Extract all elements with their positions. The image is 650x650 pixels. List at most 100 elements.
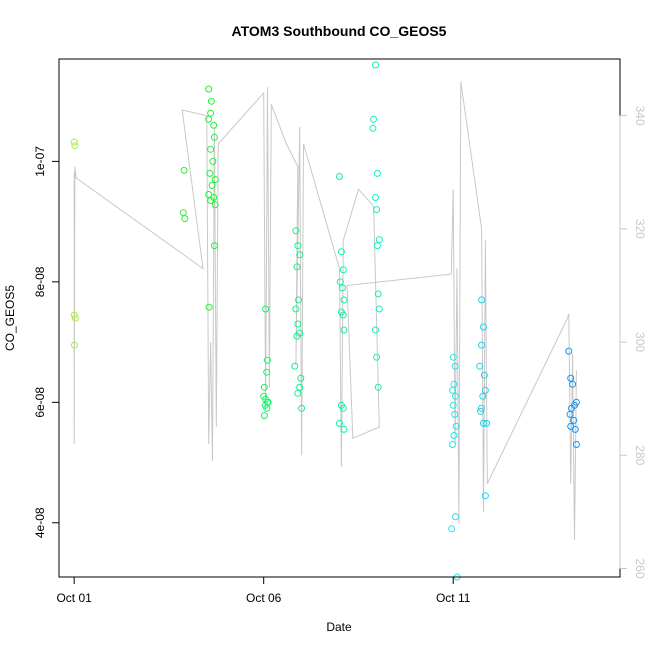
data-point: [210, 194, 218, 201]
data-point: [71, 341, 78, 349]
data-point: [260, 412, 268, 420]
data-point: [339, 284, 346, 292]
data-point: [207, 97, 215, 105]
data-point: [70, 311, 78, 319]
data-point: [210, 242, 218, 250]
data-point: [264, 356, 271, 364]
data-point: [292, 305, 300, 313]
data-point: [481, 386, 489, 394]
data-point: [210, 133, 218, 141]
data-point: [211, 176, 219, 183]
data-point: [293, 332, 301, 340]
data-point: [370, 115, 378, 123]
data-point: [336, 278, 344, 286]
x-tick-label: Oct 06: [246, 591, 282, 605]
data-point: [452, 422, 460, 430]
data-point: [372, 194, 379, 201]
y2-tick-label: 260: [633, 558, 647, 578]
data-point: [449, 401, 457, 409]
data-point: [572, 441, 580, 448]
data-point: [369, 124, 377, 132]
data-point: [571, 425, 579, 433]
y2-tick-label: 280: [633, 445, 647, 465]
data-point: [449, 441, 456, 448]
data-point: [449, 386, 456, 394]
data-point: [262, 305, 270, 313]
data-point: [372, 61, 379, 69]
y2-tick-label: 300: [633, 332, 647, 352]
data-point: [206, 169, 214, 177]
data-point: [207, 109, 215, 117]
data-point: [340, 425, 348, 433]
data-point: [480, 419, 487, 427]
data-point: [294, 242, 302, 250]
y-axis-label: CO_GEOS5: [3, 285, 17, 351]
data-point: [292, 227, 300, 235]
data-point: [180, 166, 188, 174]
data-point: [480, 323, 487, 331]
data-point: [477, 407, 484, 415]
x-axis: Oct 01 Oct 06 Oct 11: [56, 576, 471, 605]
y2-axis: 260 280 300 320 340: [619, 106, 647, 579]
data-point: [483, 419, 491, 427]
data-point: [298, 404, 306, 412]
data-point: [209, 157, 217, 165]
data-point: [375, 305, 383, 313]
data-point: [373, 206, 381, 214]
data-point: [291, 362, 299, 370]
data-point: [565, 347, 573, 355]
y2-series-lines: [73, 81, 577, 541]
data-point: [569, 380, 577, 388]
y-axis: 4e-08 6e-08 8e-08 1e-07: [33, 146, 60, 538]
data-point: [207, 145, 215, 153]
x-axis-label: Date: [326, 620, 352, 634]
data-point: [339, 311, 347, 319]
data-point: [71, 142, 79, 150]
chart-title: ATOM3 Southbound CO_GEOS5: [232, 23, 447, 39]
data-point: [205, 191, 213, 198]
data-point: [296, 383, 304, 391]
data-point: [296, 251, 304, 259]
data-point: [448, 525, 456, 533]
data-point: [480, 371, 488, 379]
data-point: [260, 383, 268, 391]
data-point: [566, 410, 574, 418]
data-point: [567, 374, 575, 382]
data-point: [205, 303, 213, 311]
data-point: [264, 398, 272, 406]
data-point: [340, 326, 348, 334]
y-tick-label: 4e-08: [33, 507, 47, 538]
data-point: [375, 236, 383, 244]
data-point: [205, 85, 213, 93]
data-point: [372, 326, 379, 334]
data-point: [208, 182, 216, 189]
x-tick-label: Oct 01: [56, 591, 92, 605]
data-point: [336, 419, 343, 427]
data-point: [373, 353, 381, 361]
data-point: [210, 121, 218, 129]
data-point: [449, 353, 457, 361]
data-point: [373, 169, 381, 177]
y2-tick-label: 340: [633, 106, 647, 126]
data-point: [297, 374, 305, 382]
data-point: [478, 296, 486, 304]
y2-series-line: [73, 81, 577, 541]
data-point: [71, 314, 79, 322]
y-tick-label: 1e-07: [33, 146, 47, 177]
data-point: [450, 432, 458, 439]
y2-tick-label: 320: [633, 219, 647, 239]
y-tick-label: 8e-08: [33, 266, 47, 297]
data-point: [451, 410, 459, 418]
data-point: [293, 263, 301, 271]
data-point: [295, 296, 303, 304]
x-tick-label: Oct 11: [436, 591, 471, 605]
y-tick-label: 6e-08: [33, 387, 47, 418]
data-point: [263, 368, 271, 376]
data-point: [205, 115, 213, 123]
data-point: [481, 492, 489, 500]
data-point: [373, 242, 381, 250]
data-point: [181, 215, 189, 223]
data-point: [339, 404, 347, 412]
data-point: [70, 138, 78, 146]
